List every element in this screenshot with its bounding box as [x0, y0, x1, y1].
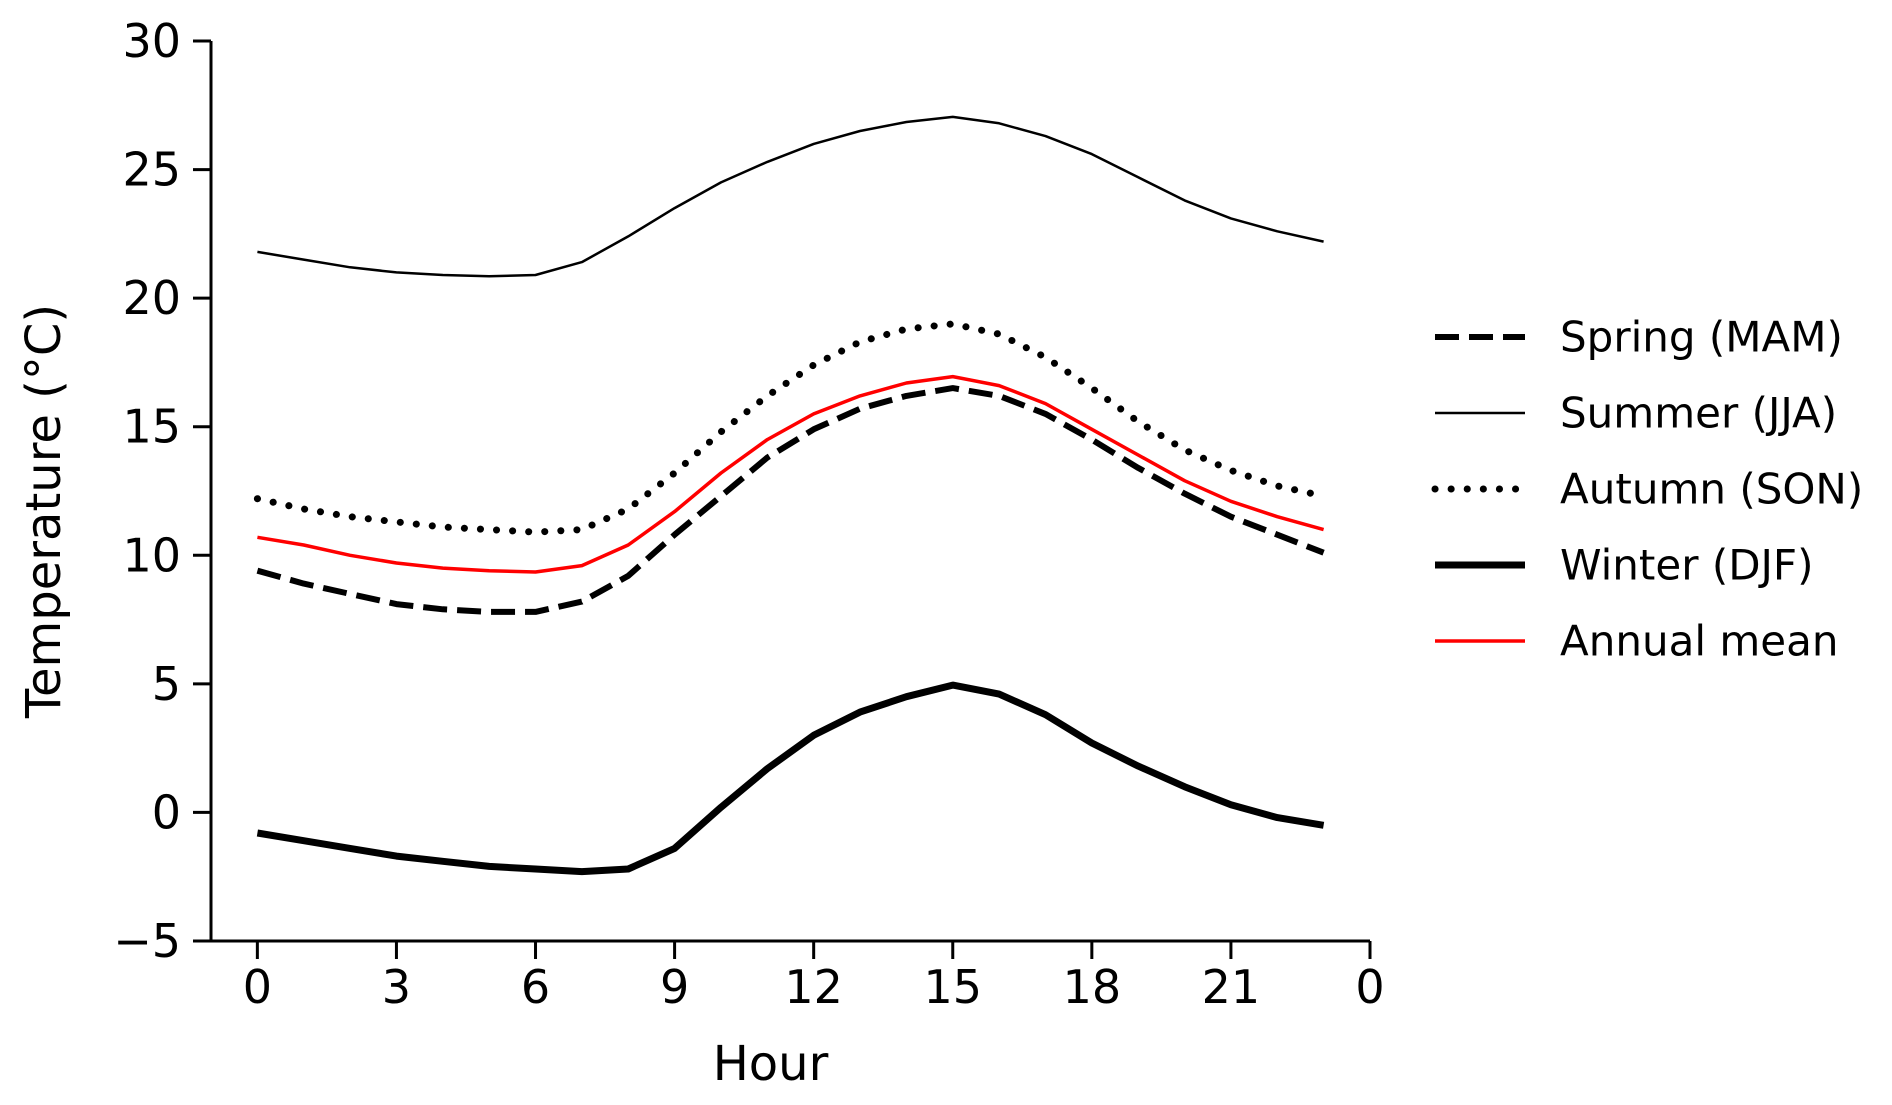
x-tick-label: 18 — [1063, 960, 1122, 1014]
legend-label-spring: Spring (MAM) — [1560, 313, 1843, 362]
x-tick-label: 0 — [1355, 960, 1384, 1014]
series-line-summer — [257, 115, 1324, 278]
x-tick-label: 0 — [243, 960, 272, 1014]
legend-label-autumn: Autumn (SON) — [1560, 465, 1863, 514]
y-tick-label: 15 — [122, 400, 181, 454]
x-tick-label: 3 — [382, 960, 411, 1014]
x-tick-label: 21 — [1202, 960, 1261, 1014]
x-tick-label: 6 — [521, 960, 550, 1014]
x-tick-label: 15 — [923, 960, 982, 1014]
y-tick-label: 30 — [122, 14, 181, 68]
y-tick-label: 25 — [122, 143, 181, 197]
y-tick-label: 0 — [152, 785, 181, 839]
x-tick-label: 12 — [784, 960, 843, 1014]
legend: Spring (MAM) Summer (JJA) Autumn (SON) Wint… — [1431, 313, 1863, 666]
axes-layer: −5 0 5 10 15 20 25 30 0 3 6 9 12 15 18 21 0 Hour Temperatu… — [16, 14, 1385, 1092]
y-tick-label: 5 — [152, 657, 181, 711]
legend-label-winter: Winter (DJF) — [1560, 541, 1813, 590]
x-axis-title: Hour — [713, 1036, 829, 1092]
series-line-spring — [256, 385, 1325, 615]
series-line-annual — [257, 374, 1325, 574]
series-layer — [253, 115, 1328, 876]
y-tick-label: 20 — [122, 271, 181, 325]
series-line-autumn — [253, 320, 1328, 536]
legend-label-summer: Summer (JJA) — [1560, 389, 1837, 438]
series-line-winter — [256, 681, 1325, 876]
y-tick-label: 10 — [122, 528, 181, 582]
legend-label-annual: Annual mean — [1560, 617, 1838, 666]
y-tick-label: −5 — [113, 914, 181, 968]
y-axis-title: Temperature (°C) — [16, 304, 72, 719]
x-tick-label: 9 — [660, 960, 689, 1014]
